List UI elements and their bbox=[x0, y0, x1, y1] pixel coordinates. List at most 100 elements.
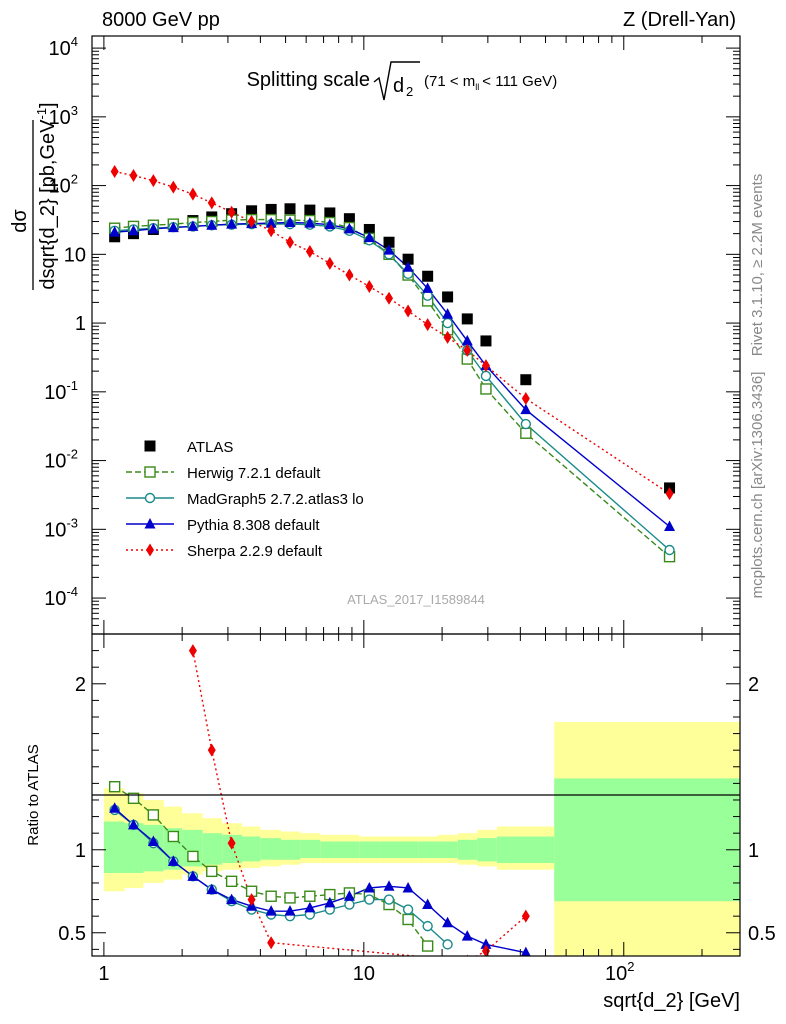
ratio-panel-frame bbox=[91, 633, 741, 957]
legend-label-atlas: ATLAS bbox=[187, 439, 233, 456]
band-inner-bin bbox=[457, 839, 478, 860]
top-atlas-point bbox=[422, 270, 434, 282]
band-inner-bin bbox=[300, 839, 321, 859]
ratio-y-tick-label-right: 0.5 bbox=[748, 923, 776, 945]
top-sherpa-point bbox=[188, 187, 197, 201]
top-pythia-point bbox=[363, 231, 375, 243]
top-pythia-point bbox=[520, 403, 532, 415]
ratio-herwig-point bbox=[147, 809, 160, 821]
ratio-herwig-point bbox=[187, 850, 199, 863]
ratio-y-axis-label: Ratio to ATLAS bbox=[25, 744, 42, 845]
top-pythia-point bbox=[128, 224, 140, 236]
top-sherpa-point bbox=[345, 268, 354, 282]
top-pythia-point bbox=[284, 216, 296, 228]
top-sherpa-point bbox=[423, 318, 432, 332]
ratio-madgraph-point bbox=[344, 899, 355, 910]
band-inner-bin bbox=[202, 833, 223, 865]
ratio-pythia-point bbox=[128, 818, 140, 830]
legend-entry-atlas: ATLAS bbox=[144, 439, 233, 456]
top-sherpa-point bbox=[227, 205, 236, 219]
ratio-sherpa-point bbox=[247, 893, 256, 907]
top-atlas-point bbox=[324, 207, 336, 219]
ratio-y-tick-label-right: 2 bbox=[748, 674, 759, 696]
top-atlas-point bbox=[343, 213, 355, 225]
top-sherpa-point bbox=[365, 280, 374, 294]
ratio-herwig-point bbox=[127, 792, 140, 805]
band-inner-bin bbox=[280, 839, 301, 860]
ratio-madgraph-point bbox=[442, 939, 453, 950]
legend-marker-herwig bbox=[144, 466, 156, 478]
top-pythia-point bbox=[442, 308, 454, 319]
legend-marker-madgraph bbox=[144, 492, 156, 504]
band-inner-bin bbox=[222, 834, 243, 864]
top-pythia-point bbox=[324, 218, 336, 230]
legend-entry-madgraph: MadGraph5 2.7.2.atlas3 lo bbox=[126, 491, 364, 508]
band-inner-bin bbox=[398, 841, 419, 859]
top-pythia-point bbox=[265, 217, 277, 228]
ratio-madgraph-point bbox=[422, 920, 433, 932]
ratio-sherpa-point bbox=[227, 836, 236, 850]
ratio-madgraph-point bbox=[402, 904, 414, 915]
top-madgraph-point bbox=[520, 418, 532, 430]
header-energy-label: 8000 GeV pp bbox=[102, 9, 220, 31]
top-atlas-point bbox=[461, 313, 473, 325]
top-sherpa-point bbox=[385, 291, 394, 305]
ratio-herwig-point bbox=[421, 940, 434, 952]
top-atlas-point bbox=[363, 223, 375, 235]
top-sherpa-point bbox=[521, 391, 530, 405]
plot-title-main: Splitting scale bbox=[247, 69, 370, 91]
ratio-pythia-point bbox=[461, 930, 473, 941]
top-madgraph-point bbox=[664, 544, 675, 556]
ratio-pythia-point bbox=[402, 881, 414, 893]
axis-ticks bbox=[91, 36, 740, 956]
top-pythia-point bbox=[109, 226, 121, 237]
band-inner-bin bbox=[554, 778, 740, 902]
ratio-madgraph-point bbox=[364, 894, 375, 905]
svg-text:dsqrt{d_2} [pb,GeV-1]: dsqrt{d_2} [pb,GeV-1] bbox=[34, 102, 59, 289]
top-pythia-point bbox=[167, 221, 179, 233]
legend-label-herwig: Herwig 7.2.1 default bbox=[187, 465, 321, 482]
legend-label-sherpa: Sherpa 2.2.9 default bbox=[187, 543, 323, 560]
top-herwig-point bbox=[480, 383, 492, 395]
ratio-sherpa-line bbox=[192, 650, 527, 956]
top-atlas-point bbox=[265, 203, 277, 215]
ratio-pythia-point bbox=[383, 880, 395, 891]
top-y-tick-label: 1 bbox=[75, 313, 86, 335]
top-atlas-point bbox=[520, 374, 532, 386]
top-pythia-point bbox=[187, 220, 199, 231]
top-sherpa-point bbox=[443, 330, 452, 344]
top-atlas-point bbox=[402, 253, 414, 265]
band-inner-bin bbox=[418, 841, 439, 859]
top-atlas-point bbox=[284, 203, 296, 215]
top-pythia-point bbox=[383, 244, 395, 255]
band-inner-bin bbox=[359, 841, 380, 859]
ratio-herwig-point bbox=[206, 865, 218, 878]
ratio-pythia-point bbox=[265, 905, 277, 916]
band-inner-bin bbox=[320, 841, 341, 859]
ratio-pythia-point bbox=[480, 938, 492, 949]
rivet-version-label: Rivet 3.1.10, ≥ 2.2M events bbox=[749, 174, 766, 357]
top-sherpa-point bbox=[404, 304, 413, 318]
top-y-tick-label: 10-4 bbox=[44, 584, 78, 610]
top-sherpa-point bbox=[129, 169, 138, 183]
ratio-sherpa-point bbox=[521, 909, 530, 923]
top-sherpa-point bbox=[305, 244, 314, 258]
ratio-pythia-point bbox=[206, 883, 218, 895]
top-y-tick-label: 10-3 bbox=[44, 515, 78, 541]
ratio-y-tick-label: 2 bbox=[75, 674, 86, 696]
ratio-pythia-point bbox=[187, 870, 199, 881]
band-inner-bin bbox=[260, 838, 281, 860]
top-atlas-point bbox=[480, 335, 492, 347]
top-atlas-point bbox=[383, 236, 395, 248]
ratio-herwig-point bbox=[284, 892, 296, 904]
top-pythia-point bbox=[226, 218, 238, 229]
ratio-herwig-point bbox=[304, 890, 316, 902]
top-pythia-point bbox=[402, 261, 414, 272]
ratio-pythia-point bbox=[363, 881, 375, 893]
top-atlas-point bbox=[109, 231, 121, 243]
plot-title-mass-range: (71 < mll < 111 GeV) bbox=[424, 73, 557, 92]
top-sherpa-point bbox=[149, 174, 158, 188]
top-sherpa-point bbox=[481, 359, 490, 373]
ratio-sherpa-point bbox=[188, 644, 197, 658]
ratio-pythia-point bbox=[324, 896, 336, 908]
